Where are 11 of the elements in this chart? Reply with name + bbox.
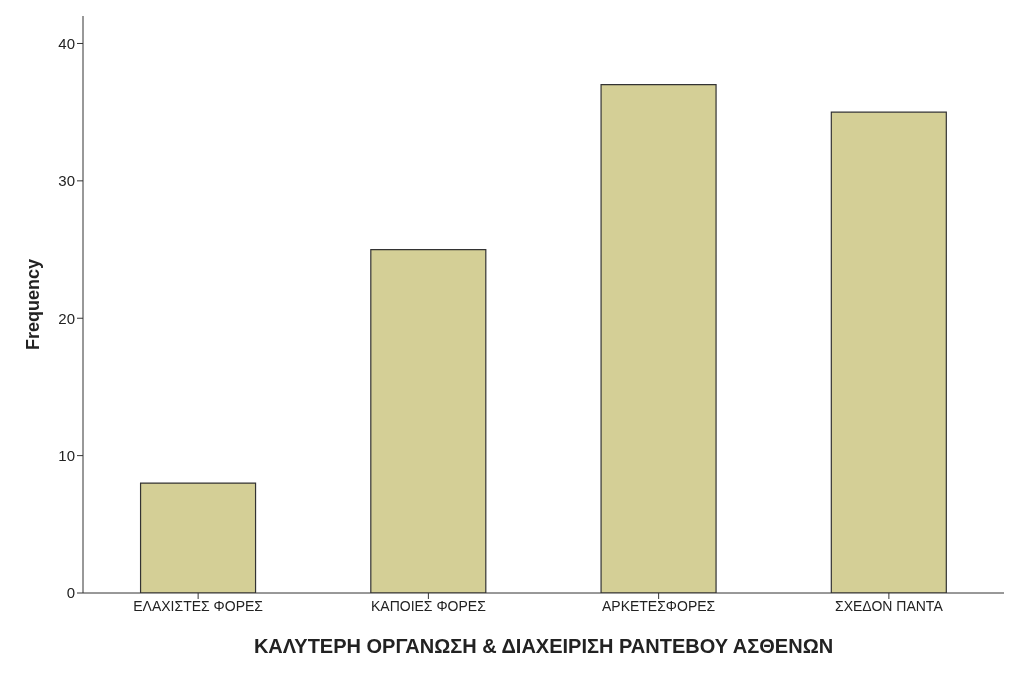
x-tick-label: ΕΛΑΧΙΣΤΕΣ ΦΟΡΕΣ (133, 597, 264, 614)
x-tick-label: ΚΑΠΟΙΕΣ ΦΟΡΕΣ (370, 597, 487, 614)
y-axis-title: Frequency (23, 258, 44, 351)
x-axis-title: ΚΑΛΥΤΕΡΗ ΟΡΓΑΝΩΣΗ & ΔΙΑΧΕΙΡΙΣΗ ΡΑΝΤΕΒΟΥ ΑΣΘΕΝΩΝ (253, 635, 834, 657)
y-tick-label: 10 (58, 446, 75, 464)
y-tick-label: 0 (66, 584, 75, 602)
x-tick-label: ΣΧΕΔΟΝ ΠΑΝΤΑ (835, 597, 944, 614)
y-tick-label: 20 (58, 309, 75, 327)
y-tick-label: 30 (58, 172, 75, 190)
x-tick-label: ΑΡΚΕΤΕΣΦΟΡΕΣ (601, 597, 716, 614)
y-tick-label: 40 (58, 34, 75, 52)
